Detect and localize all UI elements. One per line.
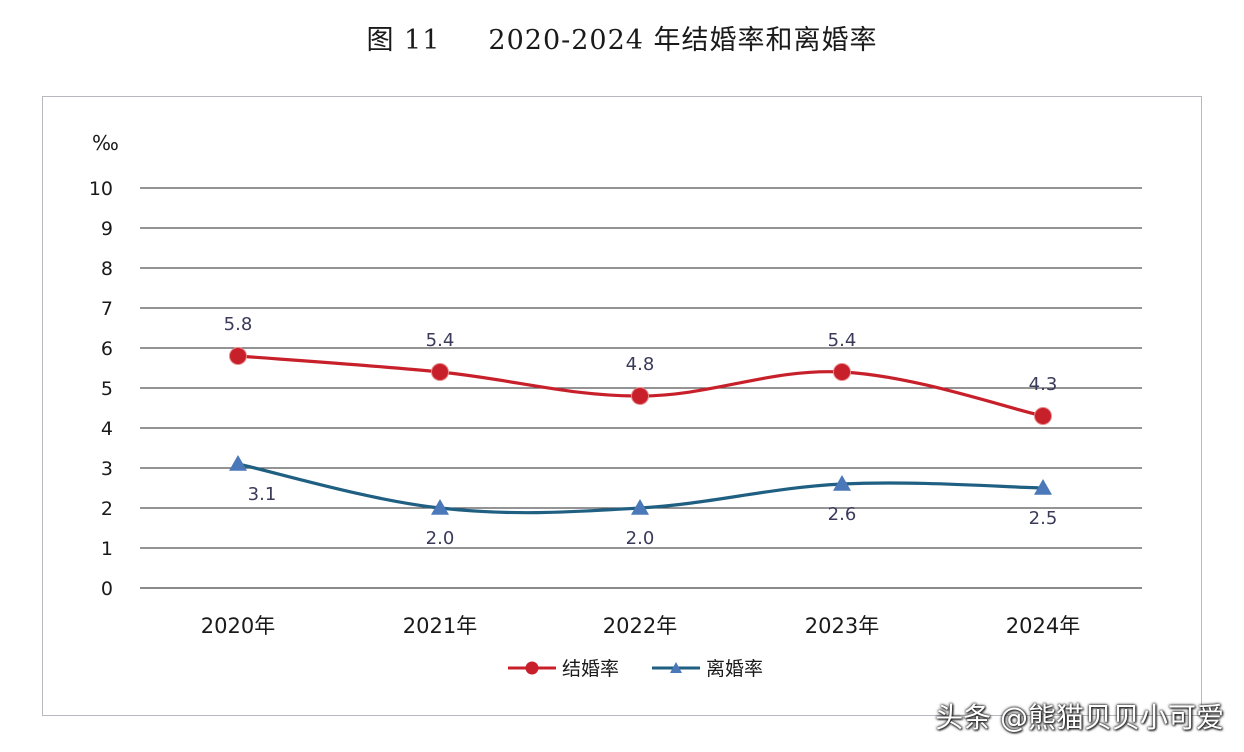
y-tick-label: 1: [101, 538, 113, 560]
data-label-divorce-rate: 2.0: [626, 528, 655, 549]
data-label-marriage-rate: 5.8: [224, 314, 253, 335]
data-label-marriage-rate: 5.4: [426, 330, 455, 351]
y-tick-label: 7: [101, 298, 113, 320]
chart-frame: [42, 96, 1202, 716]
data-point-marriage-rate: [229, 347, 247, 365]
legend-marker-marriage-rate: [525, 661, 539, 675]
data-label-divorce-rate: 2.6: [828, 504, 857, 525]
y-tick-label: 6: [101, 338, 113, 360]
legend-label-marriage-rate: 结婚率: [562, 658, 619, 680]
x-tick-label: 2021年: [403, 614, 477, 638]
y-tick-label: 0: [101, 578, 113, 600]
data-point-marriage-rate: [833, 363, 851, 381]
data-point-divorce-rate: [229, 455, 247, 471]
figure-title: 图 11 2020-2024 年结婚率和离婚率: [0, 18, 1244, 57]
y-tick-label: 8: [101, 258, 113, 280]
y-tick-label: 9: [101, 218, 113, 240]
data-label-marriage-rate: 4.8: [626, 354, 655, 375]
data-point-divorce-rate: [833, 475, 851, 491]
data-label-divorce-rate: 3.1: [248, 484, 277, 505]
legend-marker-divorce-rate: [670, 662, 682, 673]
x-tick-label: 2023年: [805, 614, 879, 638]
figure-title-text: 2020-2024 年结婚率和离婚率: [488, 25, 878, 56]
data-point-marriage-rate: [1034, 407, 1052, 425]
y-tick-label: 3: [101, 458, 113, 480]
data-label-marriage-rate: 4.3: [1029, 374, 1058, 395]
watermark: 头条 @熊猫贝贝小可爱: [935, 701, 1224, 734]
legend-label-divorce-rate: 离婚率: [706, 658, 763, 680]
y-tick-label: 5: [101, 378, 113, 400]
data-label-marriage-rate: 5.4: [828, 330, 857, 351]
data-label-divorce-rate: 2.5: [1029, 508, 1058, 529]
y-axis-unit-label: ‰: [92, 131, 119, 155]
data-point-divorce-rate: [1034, 479, 1052, 495]
x-tick-label: 2024年: [1006, 614, 1080, 638]
data-label-divorce-rate: 2.0: [426, 528, 455, 549]
x-tick-label: 2020年: [201, 614, 275, 638]
data-point-marriage-rate: [631, 387, 649, 405]
y-tick-label: 10: [89, 178, 113, 200]
y-tick-label: 4: [101, 418, 113, 440]
x-tick-label: 2022年: [603, 614, 677, 638]
data-point-divorce-rate: [631, 499, 649, 515]
data-point-marriage-rate: [431, 363, 449, 381]
y-tick-label: 2: [101, 498, 113, 520]
figure-number: 图 11: [366, 25, 441, 56]
data-point-divorce-rate: [431, 499, 449, 515]
